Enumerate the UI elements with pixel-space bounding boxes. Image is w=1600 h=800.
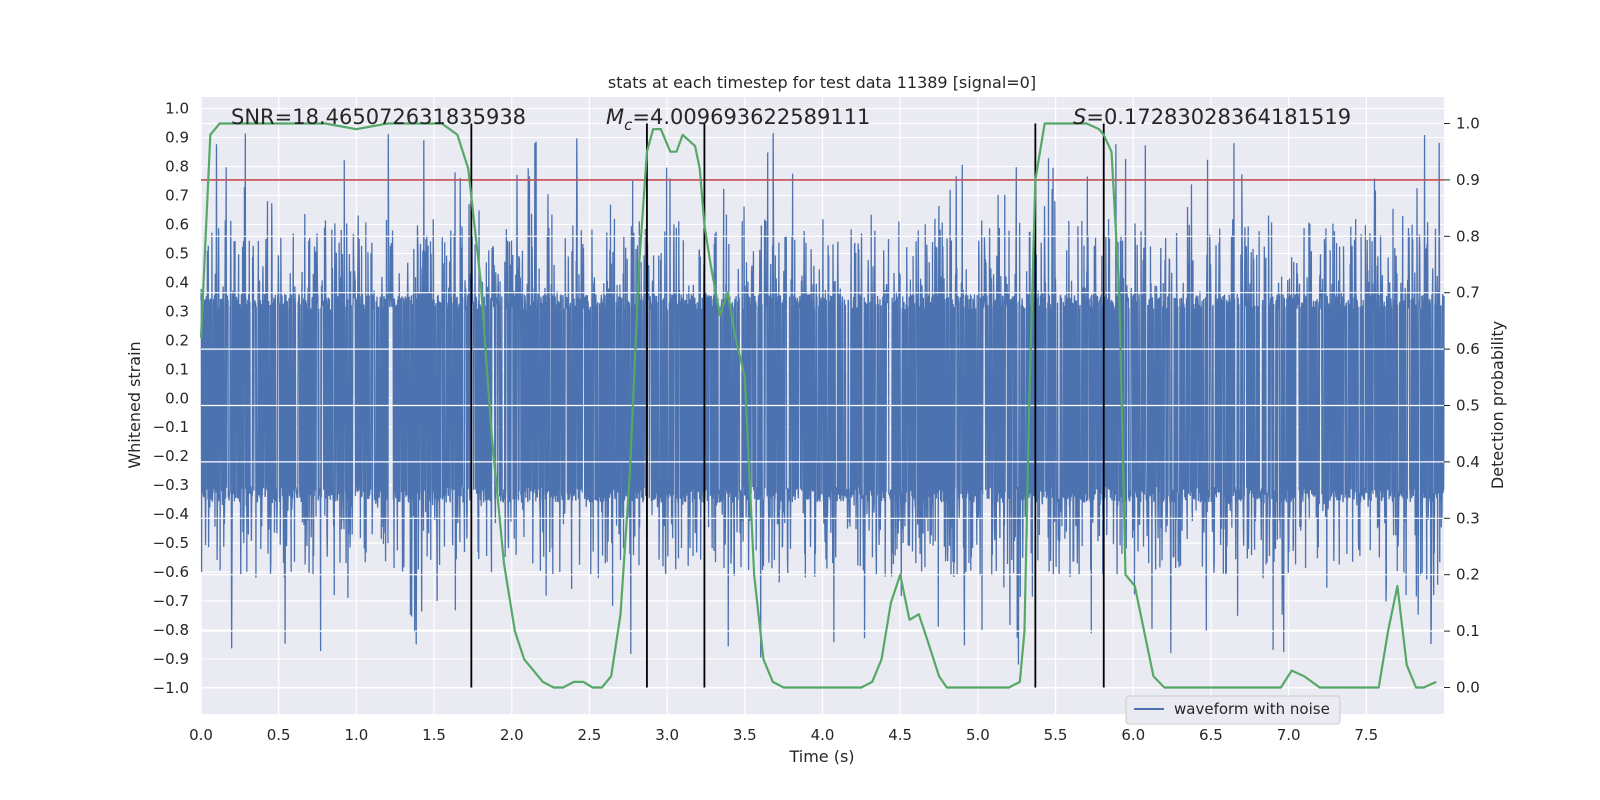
y-tick-label-left: 0.1: [165, 360, 189, 378]
y-tick-label-left: −0.1: [153, 418, 189, 436]
x-tick-label: 3.0: [655, 726, 679, 744]
y-axis-right: 1.0 0.9 0.8 0.7 0.6 0.5 0.4 0.3 0.2 0.1 0.0: [1444, 115, 1480, 696]
y-tick-label-right: 0.0: [1456, 678, 1480, 696]
y-tick-label-left: −1.0: [153, 679, 189, 697]
chart-title: stats at each timestep for test data 113…: [608, 73, 1036, 92]
y-tick-label-left: 1.0: [165, 100, 189, 118]
x-tick-label: 5.0: [966, 726, 990, 744]
y-tick-label-right: 0.8: [1456, 227, 1480, 245]
legend: waveform with noise: [1125, 695, 1341, 725]
x-axis: 0.0 0.5 1.0 1.5 2.0 2.5 3.0 3.5 4.0 4.5 5.0 5.5 6.0 6…: [189, 726, 1378, 744]
chirp-mass-subscript: c: [624, 116, 633, 134]
x-tick-label: 2.5: [578, 726, 602, 744]
y-tick-label-right: 0.1: [1456, 622, 1480, 640]
x-tick-label: 4.0: [811, 726, 835, 744]
x-tick-label: 7.5: [1354, 726, 1378, 744]
y-axis-left: 1.0 0.9 0.8 0.7 0.6 0.5 0.4 0.3 0.2 0.1 0.0 −0.1 −0.…: [153, 100, 189, 697]
y-tick-label-right: 0.4: [1456, 453, 1480, 471]
probability-series: [199, 122, 1437, 689]
chirp-mass-symbol: M: [606, 105, 624, 129]
legend-label: waveform with noise: [1174, 700, 1330, 718]
y-tick-label-right: 0.7: [1456, 284, 1480, 302]
y-tick-label-left: 0.5: [165, 244, 189, 262]
probability-line: [199, 122, 1437, 689]
y-tick-label-left: 0.2: [165, 331, 189, 349]
y-tick-label-left: −0.4: [153, 505, 189, 523]
y-tick-label-right: 1.0: [1456, 115, 1480, 133]
y-tick-label-left: 0.6: [165, 215, 189, 233]
y-tick-label-right: 0.3: [1456, 509, 1480, 527]
y-axis-left-title: Whitened strain: [125, 341, 144, 468]
x-tick-label: 6.0: [1121, 726, 1145, 744]
y-tick-label-left: 0.0: [165, 389, 189, 407]
waveform-line: [200, 133, 1445, 665]
y-tick-label-left: −0.8: [153, 621, 189, 639]
chirp-mass-annotation: Mc=4.009693622589111: [606, 105, 870, 134]
x-tick-label: 4.5: [888, 726, 912, 744]
y-tick-label-left: −0.5: [153, 534, 189, 552]
x-tick-label: 1.5: [422, 726, 446, 744]
spin-annotation: S=0.17283028364181519: [1073, 105, 1351, 129]
x-tick-label: 0.0: [189, 726, 213, 744]
chirp-mass-value: =4.009693622589111: [632, 105, 870, 129]
x-axis-title: Time (s): [788, 747, 854, 766]
snr-annotation: SNR=18.465072631835938: [231, 105, 526, 129]
y-tick-label-left: −0.2: [153, 447, 189, 465]
x-tick-label: 5.5: [1044, 726, 1068, 744]
x-tick-label: 1.0: [344, 726, 368, 744]
y-axis-right-title: Detection probability: [1488, 321, 1507, 489]
y-tick-label-left: −0.7: [153, 592, 189, 610]
y-tick-label-left: 0.3: [165, 302, 189, 320]
y-tick-label-right: 0.5: [1456, 397, 1480, 415]
legend-box: [1125, 695, 1341, 725]
y-tick-label-right: 0.2: [1456, 566, 1480, 584]
x-tick-label: 3.5: [733, 726, 757, 744]
y-tick-label-left: −0.9: [153, 650, 189, 668]
x-tick-label: 0.5: [267, 726, 291, 744]
spin-symbol: S: [1073, 105, 1086, 129]
x-tick-label: 7.0: [1277, 726, 1301, 744]
x-tick-label: 2.0: [500, 726, 524, 744]
y-tick-label-left: −0.3: [153, 476, 189, 494]
waveform-series: [200, 133, 1445, 665]
y-tick-label-left: 0.4: [165, 273, 189, 291]
y-tick-label-right: 0.6: [1456, 340, 1480, 358]
y-tick-label-left: −0.6: [153, 563, 189, 581]
y-tick-label-left: 0.9: [165, 129, 189, 147]
x-tick-label: 6.5: [1199, 726, 1223, 744]
spin-value: =0.17283028364181519: [1086, 105, 1351, 129]
y-tick-label-left: 0.8: [165, 158, 189, 176]
y-tick-label-right: 0.9: [1456, 171, 1480, 189]
y-tick-label-left: 0.7: [165, 186, 189, 204]
